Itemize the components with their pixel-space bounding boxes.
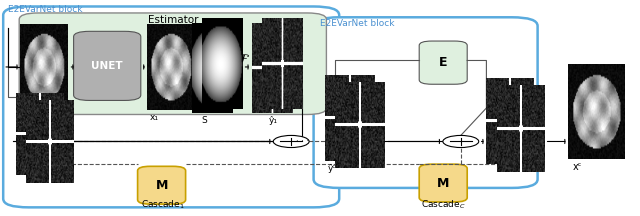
Text: Cascade$_1$: Cascade$_1$ [141, 198, 185, 211]
Text: M: M [437, 176, 449, 190]
Text: S: S [201, 116, 207, 125]
Text: y: y [18, 162, 23, 171]
Text: xᶜ: xᶜ [573, 162, 582, 172]
FancyBboxPatch shape [314, 17, 538, 188]
Text: E2EVarNet block: E2EVarNet block [8, 5, 82, 14]
Text: ŷ₁: ŷ₁ [269, 116, 278, 125]
FancyBboxPatch shape [74, 31, 141, 100]
Text: E2EVarNet block: E2EVarNet block [320, 19, 394, 29]
Text: · · ·: · · · [296, 137, 308, 146]
FancyBboxPatch shape [3, 6, 339, 207]
Text: x₁: x₁ [150, 113, 159, 122]
Text: Cascade$_C$: Cascade$_C$ [421, 198, 466, 211]
Text: E: E [439, 56, 447, 69]
Text: $\mathcal{F}$: $\mathcal{F}$ [239, 53, 250, 66]
FancyBboxPatch shape [419, 164, 467, 202]
Text: M: M [156, 179, 168, 192]
Text: x₀: x₀ [22, 113, 31, 122]
Text: Estimator: Estimator [148, 15, 198, 25]
FancyBboxPatch shape [19, 13, 326, 114]
FancyBboxPatch shape [419, 41, 467, 84]
Circle shape [273, 135, 309, 148]
FancyBboxPatch shape [138, 166, 186, 204]
Text: ŷ₀: ŷ₀ [18, 140, 27, 149]
Text: UNET: UNET [92, 61, 123, 71]
Text: ŷᶜ: ŷᶜ [328, 164, 336, 173]
Circle shape [443, 135, 479, 148]
